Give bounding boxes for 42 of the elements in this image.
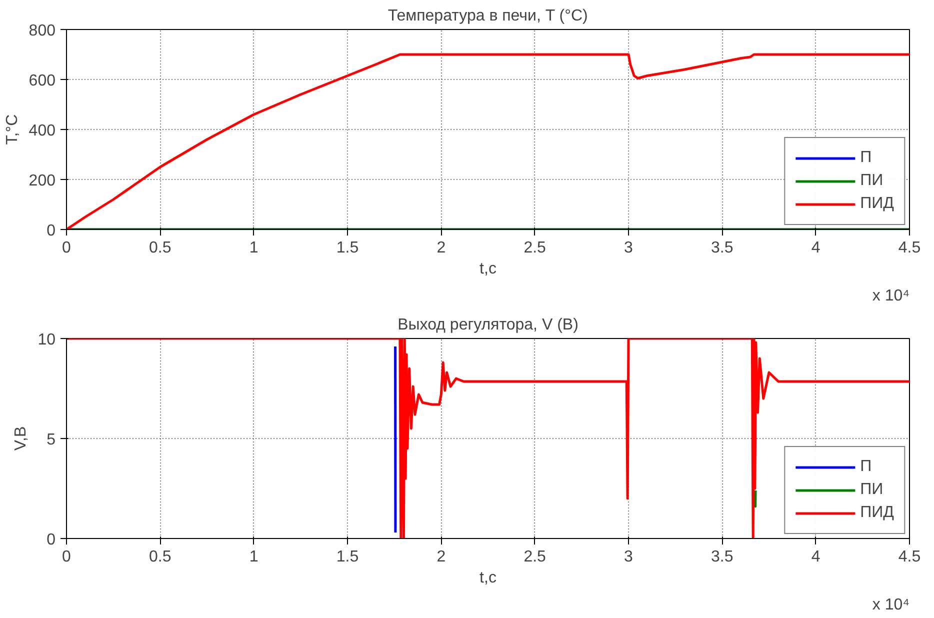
x-tick-label: 4 xyxy=(811,548,820,566)
x-tick-label: 1 xyxy=(249,548,258,566)
y-tick-label: 400 xyxy=(28,122,56,140)
y-tick-label: 0 xyxy=(46,222,56,240)
text: x 10⁴ xyxy=(872,596,910,614)
legend-label: ПИ xyxy=(860,172,884,190)
x-tick-label: 4.5 xyxy=(898,548,921,566)
text: x 10⁴ xyxy=(872,288,910,304)
legend-label: П xyxy=(860,149,873,167)
legend-label: ПИД xyxy=(860,195,894,213)
x-tick-label: 4 xyxy=(811,240,820,256)
x-tick-label: 3.5 xyxy=(711,240,734,256)
x-axis-title: t,c xyxy=(480,260,496,278)
chart-title: Температура в печи, T (°C) xyxy=(388,8,588,24)
x-tick-label: 2.5 xyxy=(524,240,546,256)
chart-title: Выход регулятора, V (В) xyxy=(398,316,578,334)
x-tick-label: 2 xyxy=(436,548,446,566)
x-tick-label: 0 xyxy=(62,548,72,566)
x-tick-label: 0.5 xyxy=(149,548,172,566)
x-tick-label: 1.5 xyxy=(336,548,359,566)
x-tick-label: 3 xyxy=(624,240,634,256)
x-tick-label: 3 xyxy=(624,548,634,566)
y-tick-label: 800 xyxy=(28,22,56,40)
legend-label: П xyxy=(860,458,873,476)
x-tick-label: 0.5 xyxy=(149,240,172,256)
y-axis-title: T,°C xyxy=(4,114,21,145)
x-tick-label: 2 xyxy=(436,240,446,256)
x-tick-label: 4.5 xyxy=(898,240,921,256)
y-tick-label: 600 xyxy=(28,72,56,90)
x-tick-label: 1.5 xyxy=(336,240,359,256)
y-axis-title: V,В xyxy=(12,426,30,451)
y-tick-label: 10 xyxy=(38,332,56,348)
y-tick-label: 5 xyxy=(46,432,56,448)
x-tick-label: 3.5 xyxy=(711,548,734,566)
legend-label: ПИ xyxy=(860,481,884,499)
x-tick-label: 1 xyxy=(249,240,258,256)
x-tick-label: 0 xyxy=(62,240,72,256)
x-tick-label: 2.5 xyxy=(524,548,546,566)
y-tick-label: 0 xyxy=(46,532,56,548)
y-tick-label: 200 xyxy=(28,172,56,190)
x-axis-title: t,c xyxy=(480,570,496,586)
legend-label: ПИД xyxy=(860,504,894,522)
